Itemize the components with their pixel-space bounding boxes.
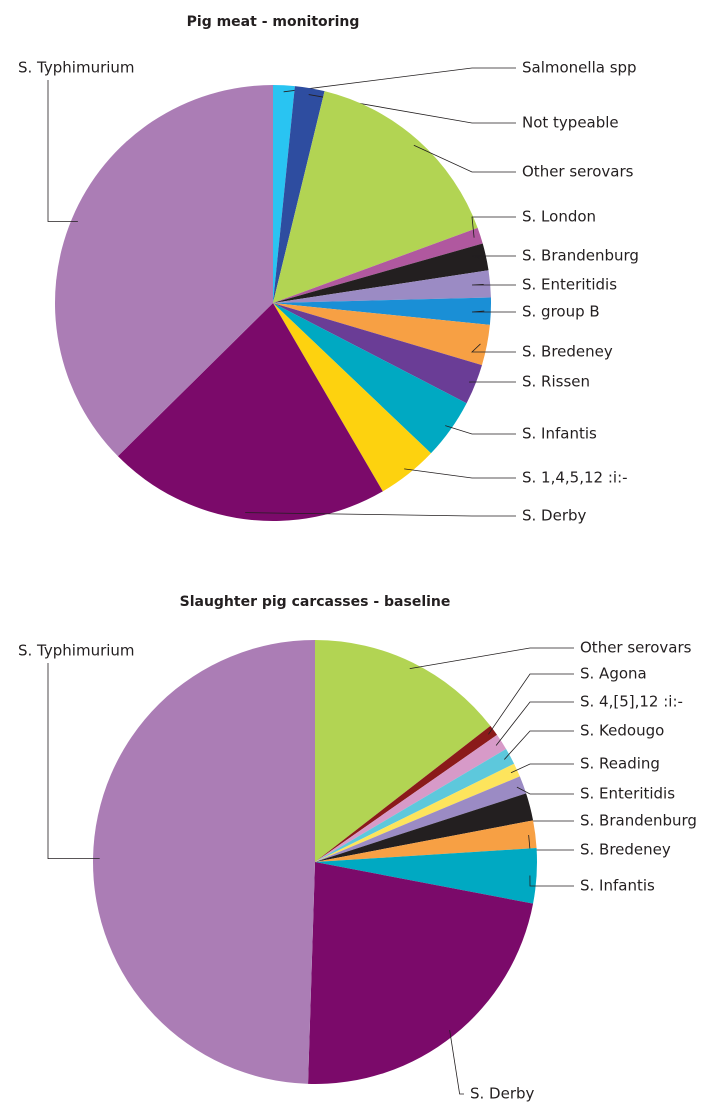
leader-line [471, 310, 516, 313]
leader-line [445, 425, 516, 435]
pie-slice [273, 303, 467, 454]
chart-title: Pig meat - monitoring [187, 14, 360, 30]
slice-label: S. Bredeney [580, 841, 671, 859]
leader-line [409, 647, 574, 670]
pie-slice [315, 820, 537, 862]
leader-line [516, 786, 574, 795]
pie-slice [93, 640, 315, 1084]
slice-label: S. Rissen [522, 373, 590, 391]
slice-label: S. Derby [470, 1085, 535, 1103]
leader-line [404, 468, 516, 479]
pie-slice [315, 734, 507, 862]
pie-slice [308, 862, 534, 1085]
pie-slice [273, 270, 491, 303]
slice-label: S. Brandenburg [522, 247, 639, 265]
leader-line [245, 512, 516, 517]
slice-label: S. 4,[5],12 :i:- [580, 693, 683, 711]
leader-line [47, 663, 100, 860]
pie-slice [315, 776, 527, 862]
pie-slice [273, 227, 483, 303]
slice-label: S. Infantis [580, 877, 655, 895]
pie-slice [315, 848, 537, 904]
slice-label: S. Bredeney [522, 343, 613, 361]
leader-line [449, 1029, 464, 1095]
slice-label: S. Brandenburg [580, 812, 697, 830]
slice-label: S. 1,4,5,12 :i:- [522, 469, 628, 487]
leader-line [471, 216, 516, 238]
pie-slice [273, 303, 482, 404]
pie-slice [315, 640, 491, 862]
slice-label: S. group B [522, 303, 600, 321]
leader-line [504, 730, 574, 760]
slice-label: S. Infantis [522, 425, 597, 443]
leader-line [495, 701, 574, 746]
pie-slice [315, 763, 520, 862]
slice-label: Other serovars [580, 639, 692, 657]
slice-label: S. Enteritidis [580, 785, 675, 803]
leader-line [413, 144, 516, 173]
leader-line [471, 284, 516, 286]
leader-line [308, 94, 516, 124]
pie-slice [273, 243, 489, 303]
leader-line [471, 343, 516, 353]
pie-slice [273, 303, 431, 492]
leader-line [283, 67, 516, 93]
slice-label: S. Enteritidis [522, 276, 617, 294]
leader-line [471, 255, 516, 259]
slice-label: S. London [522, 208, 596, 226]
pie-slice [273, 297, 491, 325]
slice-label: S. Agona [580, 665, 647, 683]
leader-line [510, 763, 574, 774]
slice-label: Other serovars [522, 163, 634, 181]
leader-line [529, 875, 574, 887]
slice-label: S. Typhimurium [18, 59, 135, 77]
pie-slice [273, 91, 478, 303]
leader-line [488, 673, 574, 735]
chart-title: Slaughter pig carcasses - baseline [180, 594, 451, 610]
slice-label: S. Reading [580, 755, 660, 773]
pie-slice [117, 303, 383, 521]
slice-label: S. Typhimurium [18, 642, 135, 660]
pie-slice [315, 793, 534, 862]
pie-slice [273, 86, 325, 303]
pie-slice [315, 725, 498, 862]
pie-slice [315, 748, 515, 862]
pie-slice [273, 85, 295, 303]
leader-line [47, 80, 78, 222]
pie-slice [273, 303, 490, 366]
slice-label: S. Kedougo [580, 722, 664, 740]
slice-label: Salmonella spp [522, 59, 637, 77]
slice-label: S. Derby [522, 507, 587, 525]
pie-slice [55, 85, 273, 457]
slice-label: Not typeable [522, 114, 619, 132]
